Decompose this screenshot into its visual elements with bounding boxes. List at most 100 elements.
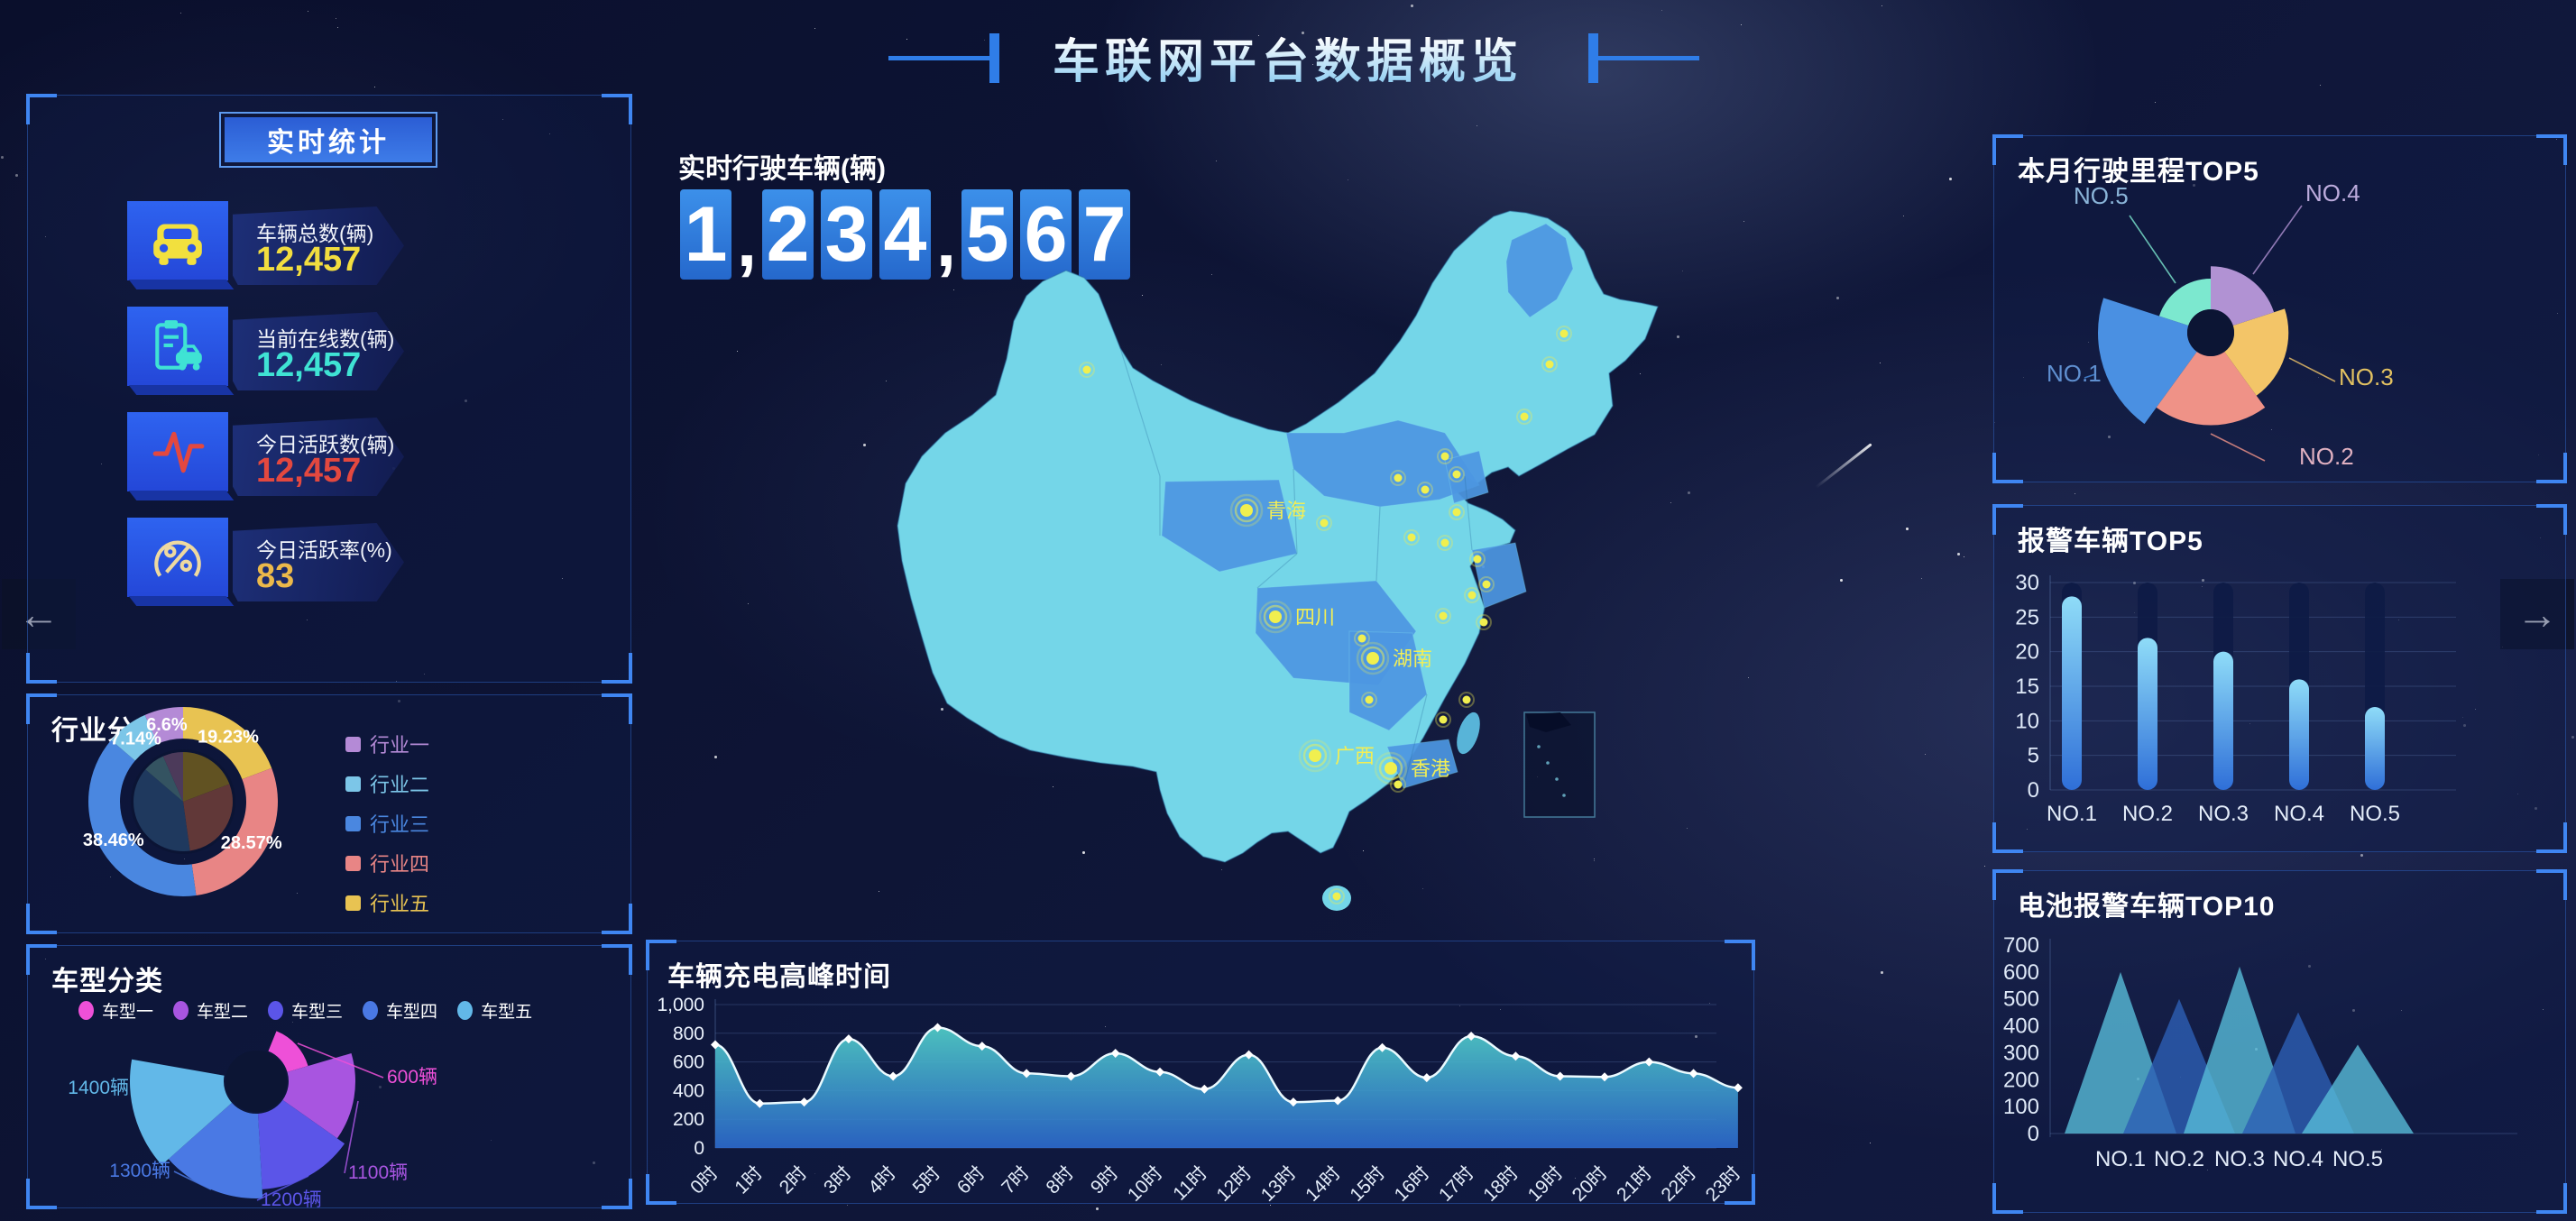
pie-slice-NO.5[interactable] [2158, 279, 2211, 326]
data-point-7时[interactable] [1022, 1069, 1032, 1079]
data-point-13时[interactable] [1288, 1097, 1298, 1107]
bar-NO.1[interactable] [2062, 596, 2082, 790]
stat-plate: 今日活跃数(辆) 12,457 [233, 418, 404, 496]
x-tick-label: 18时 [1479, 1162, 1523, 1205]
marker-广西[interactable] [1309, 749, 1321, 762]
donut-slice-行业四[interactable] [191, 767, 278, 895]
rose-slice-车型三[interactable] [258, 1099, 345, 1189]
marker-湖南[interactable] [1366, 652, 1379, 665]
legend-item-vtype-3[interactable]: 车型三 [268, 998, 343, 1023]
y-tick-label: 5 [2028, 744, 2039, 768]
inner-pie-slice [133, 769, 190, 851]
bar-NO.4[interactable] [2289, 679, 2309, 790]
data-point-9时[interactable] [1110, 1049, 1120, 1059]
marker-halo [1360, 646, 1385, 671]
city-dot [1440, 452, 1449, 461]
rose-slice-车型五[interactable] [130, 1059, 233, 1165]
legend-item-industry-5[interactable]: 行业五 [345, 883, 429, 923]
y-tick-label: 0 [2028, 1122, 2039, 1146]
marker-halo [1263, 604, 1288, 629]
legend-label: 行业三 [370, 813, 430, 836]
donut-slice-行业三[interactable] [88, 739, 197, 896]
rose-slice-车型四[interactable] [168, 1102, 263, 1198]
marker-青海[interactable] [1240, 504, 1253, 517]
rose-slice-车型一[interactable] [268, 1031, 308, 1072]
legend-item-industry-3[interactable]: 行业三 [345, 803, 429, 843]
vehicle-type-panel: 车型分类 车型一 车型二 车型三 车型四 车型五 600辆 1100辆 1200辆 1… [26, 944, 632, 1209]
legend-item-industry-2[interactable]: 行业二 [345, 764, 429, 803]
x-tick-label: 3时 [820, 1162, 855, 1198]
city-dot [1439, 611, 1448, 620]
city-dot [1559, 329, 1569, 338]
donut-percent-label: 7.14% [110, 729, 161, 748]
legend-item-vtype-2[interactable]: 车型二 [173, 998, 248, 1023]
triangle-NO.5[interactable] [2302, 1044, 2414, 1134]
y-tick-label: 10 [2015, 709, 2039, 733]
province-guangdong [1386, 739, 1458, 789]
data-point-1时[interactable] [755, 1098, 765, 1108]
city-dot [1421, 485, 1430, 494]
data-point-19时[interactable] [1555, 1071, 1565, 1081]
data-point-2时[interactable] [799, 1097, 809, 1107]
y-tick-label: 200 [673, 1109, 704, 1130]
legend-item-industry-4[interactable]: 行业四 [345, 843, 429, 883]
bar-NO.3[interactable] [2213, 651, 2233, 790]
online-car-icon [127, 307, 228, 386]
legend-item-vtype-5[interactable]: 车型五 [457, 998, 532, 1023]
data-point-5时[interactable] [933, 1023, 943, 1033]
bar-NO.5[interactable] [2365, 707, 2385, 790]
data-point-23时[interactable] [1733, 1083, 1743, 1093]
city-dot [1394, 473, 1403, 482]
data-point-8时[interactable] [1066, 1071, 1076, 1081]
counter-digit: 7 [1079, 189, 1130, 280]
stat-label: 今日活跃率(%) [256, 538, 392, 562]
marker-label-湖南: 湖南 [1393, 647, 1432, 670]
data-point-11时[interactable] [1200, 1084, 1210, 1094]
inset-dot [1546, 761, 1550, 765]
legend-item-industry-1[interactable]: 行业一 [345, 724, 429, 764]
marker-四川[interactable] [1269, 610, 1282, 623]
marker-香港[interactable] [1385, 762, 1397, 775]
data-point-21时[interactable] [1644, 1057, 1654, 1067]
donut-slice-行业一[interactable] [144, 707, 183, 744]
data-point-10时[interactable] [1155, 1067, 1164, 1077]
legend-label: 车型一 [102, 1003, 154, 1022]
realtime-driving-label: 实时行驶车辆(辆) [678, 154, 886, 184]
alarm-top5-panel: 报警车辆TOP5 0 5 10 15 20 25 30 NO.1 NO.2 NO.3 NO.4 NO.… [1992, 504, 2567, 853]
pie-slice-NO.3[interactable] [2224, 308, 2289, 396]
province-jiangsu [1471, 542, 1527, 609]
data-point-18时[interactable] [1511, 1051, 1521, 1061]
x-tick-label: NO.1 [2047, 802, 2097, 826]
legend-label: 车型三 [291, 1003, 344, 1022]
donut-slice-行业五[interactable] [183, 707, 272, 780]
data-point-12时[interactable] [1244, 1050, 1254, 1060]
data-point-22时[interactable] [1688, 1069, 1698, 1079]
rose-slice-车型二[interactable] [282, 1052, 355, 1139]
next-page-arrow[interactable]: → [2500, 579, 2574, 649]
bar-NO.2[interactable] [2138, 638, 2157, 790]
data-point-3时[interactable] [843, 1034, 853, 1044]
starfield-2 [0, 0, 1, 1]
donut-slice-行业二[interactable] [111, 714, 158, 761]
pie-slice-NO.4[interactable] [2211, 266, 2275, 326]
data-point-0时[interactable] [711, 1040, 720, 1050]
city-dot-halo [1516, 409, 1532, 425]
data-point-4时[interactable] [888, 1071, 898, 1081]
data-point-16时[interactable] [1421, 1073, 1431, 1083]
pie-slice-NO.2[interactable] [2156, 352, 2266, 426]
legend-item-vtype-1[interactable]: 车型一 [78, 998, 153, 1023]
pie-slice-NO.1[interactable] [2098, 298, 2197, 425]
prev-page-arrow[interactable]: ← [2, 579, 76, 649]
charging-peak-panel: 车辆充电高峰时间 0 200 400 600 800 1,000 0时 1时 2时 3时 4时 5时 6… [646, 940, 1755, 1205]
data-point-6时[interactable] [977, 1042, 987, 1051]
x-tick-label: 19时 [1524, 1162, 1568, 1205]
data-point-15时[interactable] [1377, 1042, 1387, 1052]
marker-halo-outer [1374, 751, 1408, 785]
label-leader-line [2252, 205, 2303, 275]
data-point-17时[interactable] [1467, 1031, 1477, 1041]
data-point-20时[interactable] [1600, 1072, 1609, 1082]
legend-label: 行业二 [370, 774, 430, 796]
stat-plate: 今日活跃率(%) 83 [233, 523, 404, 601]
legend-item-vtype-4[interactable]: 车型四 [363, 998, 437, 1023]
data-point-14时[interactable] [1333, 1096, 1343, 1106]
